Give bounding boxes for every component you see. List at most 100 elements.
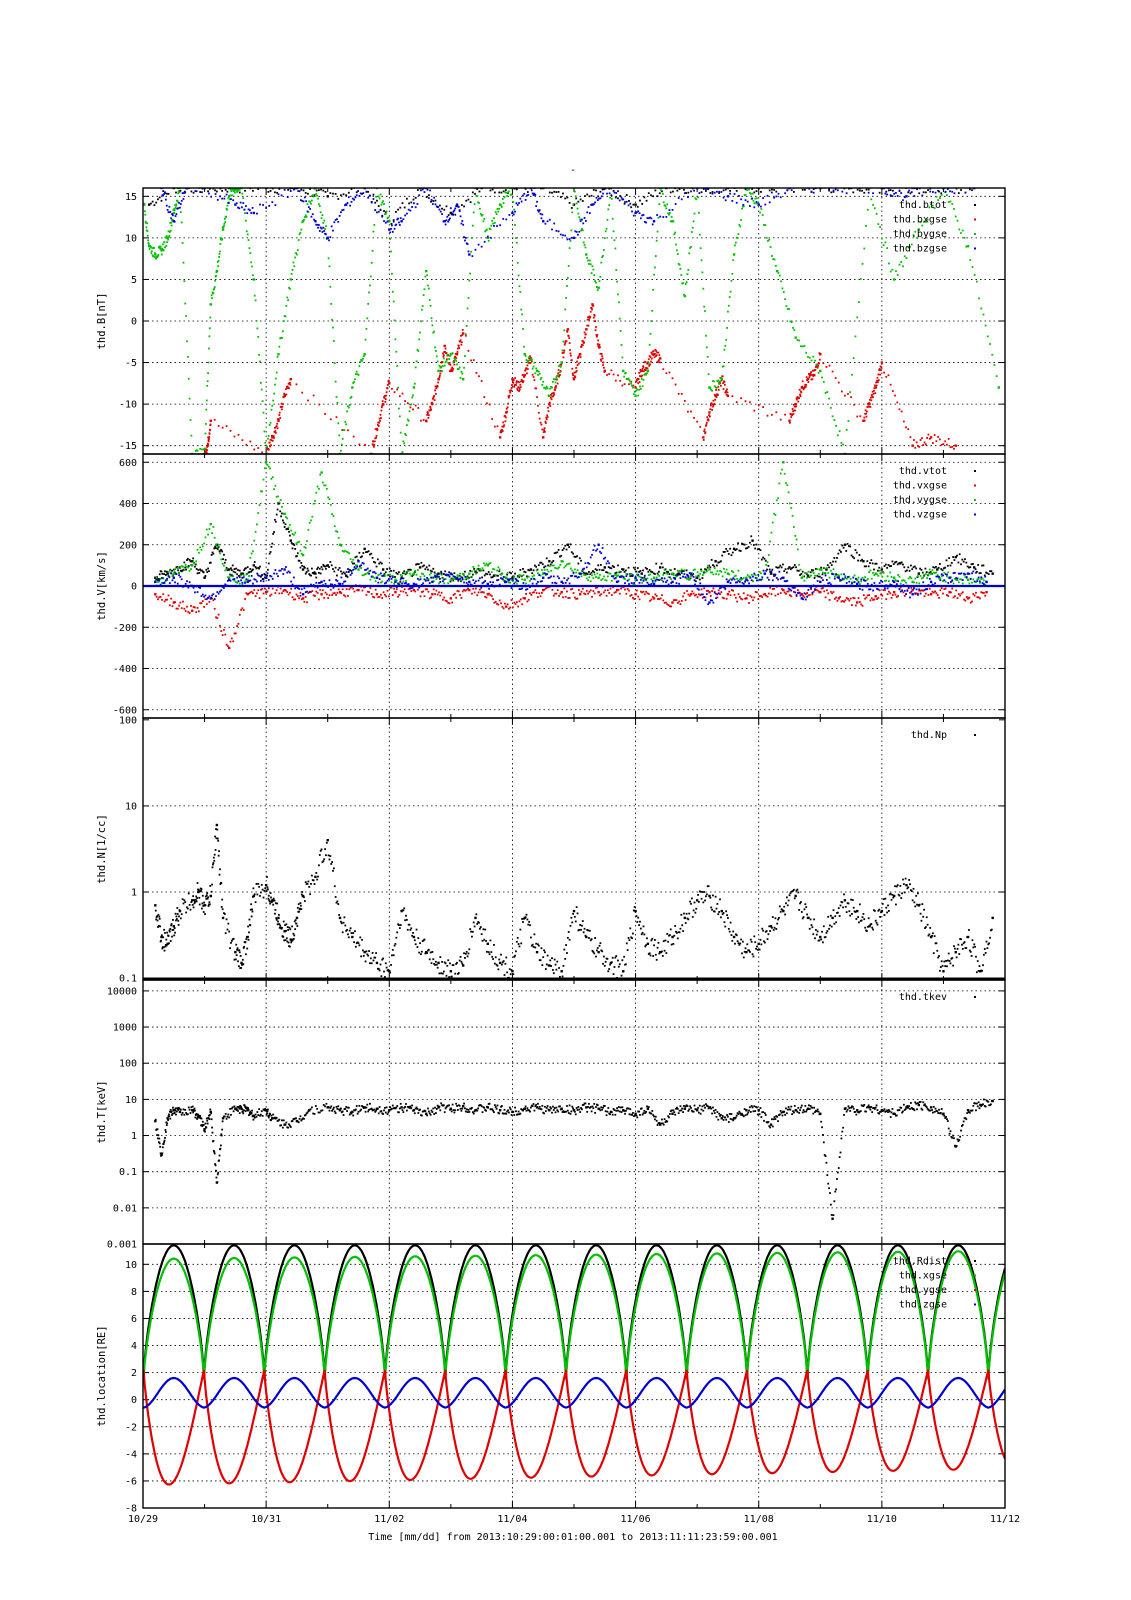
data-point	[969, 601, 972, 604]
data-point	[206, 384, 209, 387]
data-point	[886, 593, 889, 596]
data-point	[718, 192, 721, 194]
data-point	[574, 556, 577, 558]
data-point	[865, 412, 867, 415]
data-point	[556, 382, 559, 385]
data-point	[350, 188, 353, 190]
data-point	[273, 572, 275, 575]
data-point	[560, 361, 563, 364]
data-point	[755, 202, 757, 205]
data-point	[303, 546, 306, 548]
data-point	[179, 189, 182, 192]
data-point	[205, 399, 208, 402]
data-point	[401, 451, 404, 453]
data-point	[440, 573, 443, 576]
data-point	[578, 354, 581, 357]
data-point	[592, 304, 595, 307]
data-point	[374, 572, 377, 575]
data-point	[544, 587, 547, 590]
data-point	[956, 183, 958, 185]
data-point	[282, 396, 285, 399]
data-point	[555, 551, 557, 554]
data-point	[535, 369, 539, 373]
data-point	[352, 435, 355, 438]
data-point	[292, 576, 295, 579]
data-point	[713, 565, 716, 568]
data-point	[548, 191, 551, 194]
data-point	[449, 217, 451, 220]
data-point	[757, 404, 760, 407]
data-point	[516, 389, 519, 391]
data-point	[352, 568, 355, 571]
data-point	[840, 551, 842, 553]
data-point	[523, 192, 526, 195]
data-point	[269, 551, 272, 553]
data-point	[519, 386, 522, 389]
data-point	[563, 587, 566, 590]
data-point	[918, 445, 921, 448]
data-point	[438, 374, 441, 377]
data-point	[693, 189, 695, 192]
data-point	[599, 573, 601, 576]
data-point	[608, 204, 611, 207]
data-point	[572, 236, 576, 240]
data-point	[635, 570, 638, 573]
data-point	[786, 308, 789, 310]
data-point	[202, 448, 205, 451]
data-point	[508, 579, 510, 582]
data-point	[570, 236, 573, 239]
data-point	[408, 202, 410, 205]
data-point	[201, 545, 204, 548]
data-point	[840, 390, 843, 393]
data-point	[749, 184, 751, 186]
data-point	[457, 206, 460, 208]
data-point	[288, 286, 290, 289]
data-point	[465, 325, 468, 327]
data-point	[769, 246, 772, 248]
data-point	[556, 551, 559, 554]
data-point	[641, 581, 644, 584]
data-point	[277, 418, 280, 421]
data-point	[646, 568, 648, 570]
data-point	[158, 573, 161, 576]
data-point	[414, 590, 417, 593]
data-point	[898, 575, 901, 578]
legend-label: thd.bygse	[893, 229, 947, 240]
data-point	[277, 419, 280, 422]
data-point	[725, 568, 728, 571]
data-point	[729, 594, 732, 597]
data-point	[444, 351, 447, 353]
data-point	[399, 574, 402, 576]
data-point	[537, 564, 540, 567]
data-point	[366, 551, 369, 553]
data-point	[981, 591, 984, 594]
data-point	[169, 211, 172, 213]
data-point	[152, 255, 155, 258]
data-point	[203, 576, 206, 579]
data-point	[658, 354, 661, 357]
data-point	[437, 381, 440, 384]
data-point	[381, 568, 385, 571]
data-point	[690, 246, 692, 248]
data-point	[375, 576, 379, 579]
data-point	[506, 571, 509, 574]
data-point	[755, 200, 758, 203]
data-point	[766, 568, 768, 571]
data-point	[237, 569, 239, 571]
data-point	[964, 558, 966, 561]
data-point	[775, 499, 778, 502]
data-point	[721, 375, 724, 378]
data-point	[358, 195, 361, 197]
data-point	[843, 600, 845, 603]
data-point	[603, 366, 605, 369]
data-point	[909, 192, 912, 195]
data-point	[427, 568, 429, 571]
data-point	[676, 253, 679, 255]
data-point	[799, 574, 801, 576]
data-point	[466, 307, 469, 310]
data-point	[323, 579, 326, 582]
data-point	[415, 573, 418, 576]
data-point	[224, 221, 227, 223]
data-point	[244, 189, 246, 192]
data-point	[410, 590, 413, 593]
